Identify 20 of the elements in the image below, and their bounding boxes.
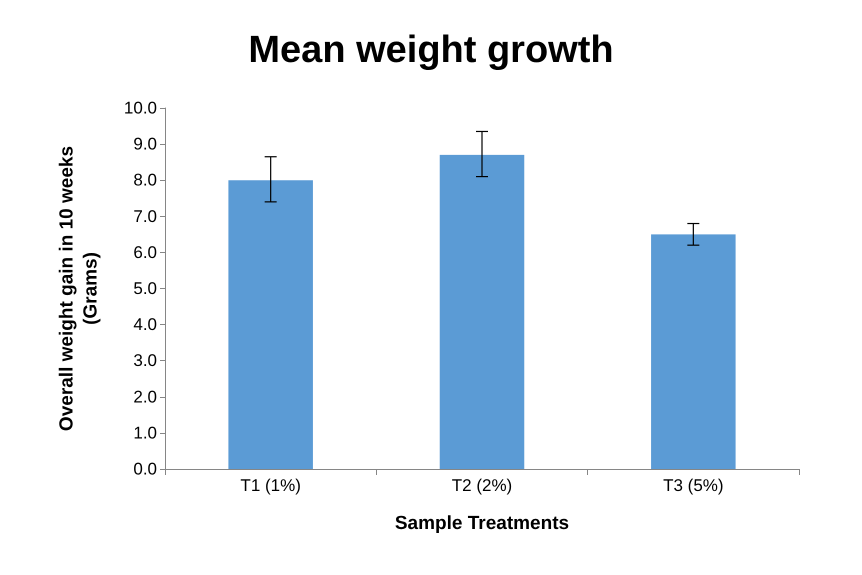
x-tick-label: T3 (5%) <box>663 476 724 495</box>
bar <box>651 234 736 469</box>
x-axis-title: Sample Treatments <box>394 513 570 534</box>
y-tick-label: 3.0 <box>133 351 157 370</box>
y-tick-label: 6.0 <box>133 242 157 262</box>
y-tick-label: 7.0 <box>133 206 157 226</box>
bar <box>228 180 313 469</box>
y-tick-label: 0.0 <box>133 460 157 478</box>
y-tick-label: 4.0 <box>133 315 157 334</box>
x-tick-label: T1 (1%) <box>240 476 301 495</box>
y-tick-label: 9.0 <box>133 134 157 154</box>
y-tick-label: 2.0 <box>133 387 157 406</box>
bar <box>440 154 524 469</box>
y-tick-label: 10.0 <box>124 98 157 118</box>
x-tick-label: T2 (2%) <box>452 476 512 495</box>
y-tick-label: 1.0 <box>133 423 157 442</box>
chart-title: Mean weight growth <box>248 29 614 71</box>
y-tick-label: 8.0 <box>133 170 157 190</box>
y-axis-title: Overall weight gain in 10 weeks (Grams) <box>56 146 102 432</box>
y-tick-label: 5.0 <box>133 279 157 298</box>
